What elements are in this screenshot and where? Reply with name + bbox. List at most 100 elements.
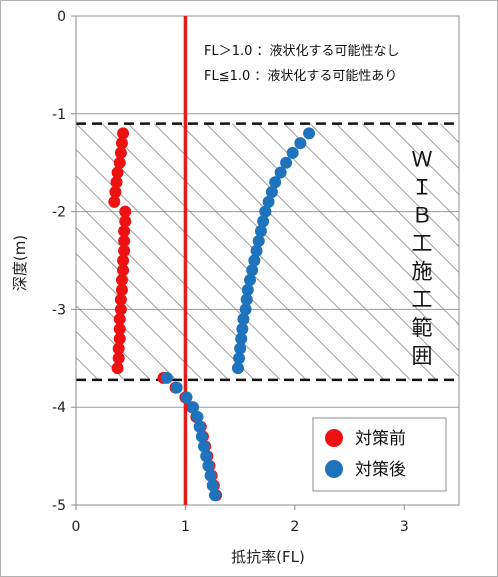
point-after: [269, 176, 282, 189]
hatch-line: [76, 331, 125, 380]
point-after: [187, 401, 200, 414]
x-tick-label: 2: [290, 519, 299, 535]
point-after: [231, 362, 244, 375]
point-before: [110, 176, 123, 189]
point-before: [112, 352, 125, 365]
point-after: [250, 244, 263, 257]
legend-label-after: 対策後: [355, 460, 406, 480]
point-after: [254, 225, 267, 238]
point-after: [202, 459, 215, 472]
hatch-line: [205, 123, 459, 378]
point-before: [118, 234, 131, 247]
point-after: [200, 450, 213, 463]
point-after: [248, 254, 261, 267]
point-after: [236, 322, 249, 335]
point-after: [235, 332, 248, 345]
point-after: [160, 371, 173, 384]
hatch-line: [361, 123, 459, 222]
axes: 0 1 2 3 0 -1 -2 -3 -4 -5: [52, 9, 409, 535]
zone-label-char: 工: [412, 288, 433, 312]
point-after: [239, 303, 252, 316]
point-before: [111, 362, 124, 375]
y-tick-label: -4: [52, 400, 66, 416]
point-after: [259, 205, 272, 218]
y-tick-label: -5: [52, 498, 66, 514]
note-safe: FL＞1.0 ：液状化する可能性なし: [204, 44, 400, 59]
x-tick-label: 1: [181, 519, 190, 535]
zone-label-char: 工: [412, 232, 433, 256]
legend-marker-before: [325, 429, 343, 447]
point-before: [113, 322, 126, 335]
hatch-line: [335, 123, 459, 248]
series-1: [160, 127, 316, 502]
point-before: [118, 225, 131, 238]
point-after: [240, 293, 253, 306]
point-after: [265, 186, 278, 199]
x-tick-label: 3: [400, 519, 409, 535]
point-after: [180, 391, 193, 404]
hatch-line: [231, 123, 459, 352]
point-after: [204, 469, 217, 482]
point-after: [274, 166, 287, 179]
point-before: [109, 186, 122, 199]
point-before: [111, 166, 124, 179]
x-tick-label: 0: [72, 519, 81, 535]
hatch-line: [179, 123, 437, 380]
point-after: [280, 156, 293, 169]
hatch-line: [101, 123, 359, 380]
point-before: [113, 332, 126, 345]
zone-label-char: Ｉ: [412, 176, 433, 200]
point-before: [117, 127, 130, 140]
point-after: [170, 381, 183, 394]
hatch-line: [76, 253, 203, 380]
y-axis-title: 深度(m): [11, 235, 29, 291]
legend-label-before: 対策前: [355, 429, 406, 449]
legend: 対策前 対策後: [312, 417, 447, 492]
data-points: [108, 127, 316, 502]
point-before: [115, 283, 128, 296]
note-risk: FL≦1.0 ：液状化する可能性あり: [204, 69, 397, 84]
point-after: [246, 264, 259, 277]
zone-label-char: 施: [412, 260, 433, 284]
point-after: [241, 283, 254, 296]
point-before: [117, 254, 130, 267]
point-after: [234, 342, 247, 355]
point-before: [113, 313, 126, 326]
point-after: [243, 274, 256, 287]
point-before: [113, 156, 126, 169]
hatch-line: [76, 305, 151, 380]
point-after: [286, 146, 299, 159]
point-after: [257, 215, 270, 228]
point-before: [117, 264, 130, 277]
zone-label-char: 範: [412, 316, 433, 340]
point-after: [237, 313, 250, 326]
point-after: [252, 234, 265, 247]
hatch-line: [309, 123, 459, 274]
y-tick-label: -2: [52, 205, 66, 221]
point-before: [114, 146, 127, 159]
hatch-line: [387, 123, 459, 196]
point-before: [119, 205, 132, 218]
y-tick-label: -1: [52, 107, 66, 123]
point-after: [262, 195, 275, 208]
hatch-line: [257, 123, 459, 326]
hatch-line: [76, 149, 307, 380]
point-before: [112, 342, 125, 355]
point-before: [114, 293, 127, 306]
y-tick-label: 0: [57, 9, 66, 25]
point-after: [191, 410, 204, 423]
point-after: [198, 440, 211, 453]
point-before: [108, 195, 121, 208]
plot-area-frame: [75, 15, 460, 506]
hatch-line: [413, 123, 459, 170]
point-after: [303, 127, 316, 140]
hatch-line: [283, 123, 459, 300]
point-before: [114, 303, 127, 316]
point-before: [115, 274, 128, 287]
x-axis-title: 抵抗率(FL): [231, 548, 305, 566]
zone-label-char: 囲: [412, 344, 433, 368]
notes-box: FL＞1.0 ：液状化する可能性なし FL≦1.0 ：液状化する可能性あり: [204, 44, 400, 84]
point-after: [195, 430, 208, 443]
